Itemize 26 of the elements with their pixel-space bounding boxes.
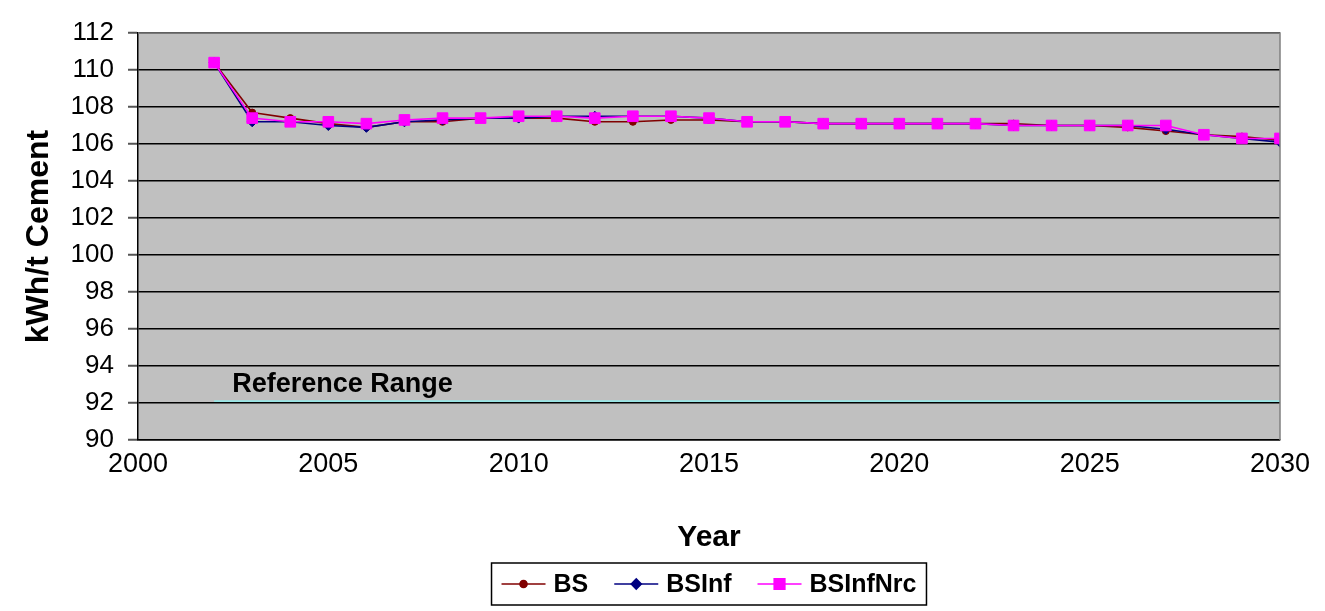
x-tick-label: 2015 bbox=[678, 447, 740, 478]
x-tick-label: 2030 bbox=[1249, 447, 1311, 478]
point bbox=[360, 117, 373, 130]
x-tick-label: 2005 bbox=[298, 447, 359, 478]
point bbox=[246, 112, 258, 124]
legend-label: BSInf bbox=[666, 568, 733, 597]
y-tick-label: 112 bbox=[72, 16, 114, 47]
x-tick-label: 2025 bbox=[1059, 447, 1120, 478]
annotation: Reference Range bbox=[232, 368, 453, 399]
y-tick-label: 100 bbox=[70, 238, 114, 269]
y-tick-label: 106 bbox=[70, 127, 114, 158]
x-tick-label: 2020 bbox=[869, 447, 930, 478]
legend-label: BS bbox=[553, 568, 589, 597]
y-tick-label: 108 bbox=[70, 90, 114, 121]
legend-label: BSInfNrc bbox=[809, 568, 917, 597]
y-tick-label: 92 bbox=[85, 386, 114, 417]
x-tick-label: 2010 bbox=[488, 447, 549, 478]
y-tick-label: 110 bbox=[72, 53, 114, 84]
y-tick-label: 104 bbox=[70, 164, 114, 195]
y-tick-label: 96 bbox=[85, 312, 114, 343]
y-axis-title: kWh/t Cement bbox=[19, 129, 56, 344]
point bbox=[1160, 119, 1172, 132]
y-tick-label: 102 bbox=[70, 201, 114, 232]
x-axis-title: Year bbox=[677, 519, 742, 553]
y-tick-label: 94 bbox=[85, 349, 114, 380]
y-tick-label: 98 bbox=[85, 275, 114, 306]
